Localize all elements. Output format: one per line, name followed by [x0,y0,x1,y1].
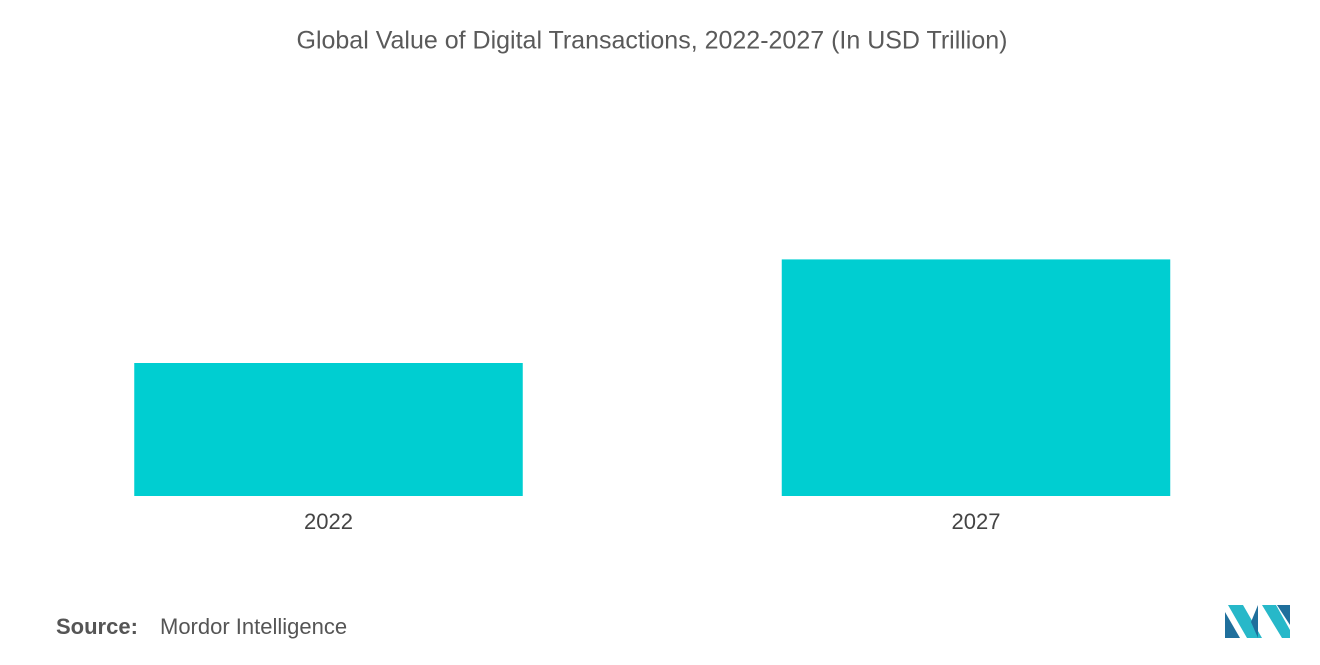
logo-part [1228,605,1262,638]
x-tick-label: 2022 [304,509,353,534]
source-name: Mordor Intelligence [160,614,347,639]
bar [781,259,1171,496]
bar [134,363,523,496]
source-label: Source: [56,614,138,639]
chart-title: Global Value of Digital Transactions, 20… [297,27,1008,55]
x-tick-label: 2027 [952,509,1001,534]
logo-part [1251,605,1258,638]
logo-part [1277,605,1290,625]
logo-part [1225,612,1240,638]
logo-part [1262,605,1290,638]
logo [1225,605,1290,638]
